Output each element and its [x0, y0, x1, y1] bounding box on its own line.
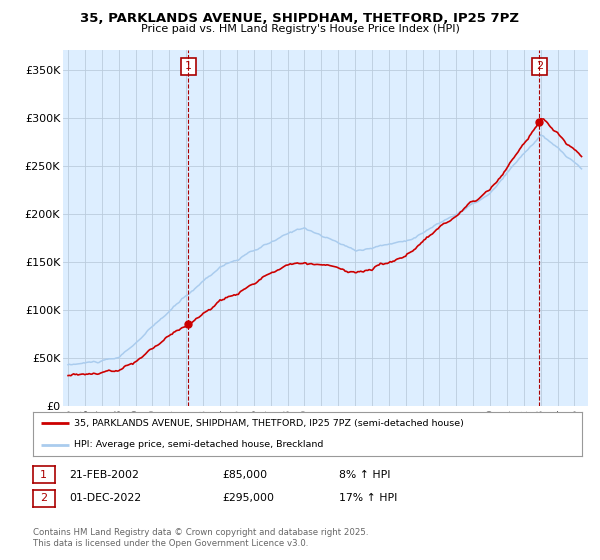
- Text: 35, PARKLANDS AVENUE, SHIPDHAM, THETFORD, IP25 7PZ (semi-detached house): 35, PARKLANDS AVENUE, SHIPDHAM, THETFORD…: [74, 419, 464, 428]
- Text: 21-FEB-2002: 21-FEB-2002: [69, 470, 139, 480]
- Text: 01-DEC-2022: 01-DEC-2022: [69, 493, 141, 503]
- Text: £295,000: £295,000: [222, 493, 274, 503]
- Text: HPI: Average price, semi-detached house, Breckland: HPI: Average price, semi-detached house,…: [74, 440, 323, 449]
- Text: 2: 2: [536, 62, 543, 72]
- Text: 17% ↑ HPI: 17% ↑ HPI: [339, 493, 397, 503]
- Text: Contains HM Land Registry data © Crown copyright and database right 2025.
This d: Contains HM Land Registry data © Crown c…: [33, 528, 368, 548]
- Text: 35, PARKLANDS AVENUE, SHIPDHAM, THETFORD, IP25 7PZ: 35, PARKLANDS AVENUE, SHIPDHAM, THETFORD…: [80, 12, 520, 25]
- Text: £85,000: £85,000: [222, 470, 267, 480]
- Text: 1: 1: [185, 62, 192, 72]
- Text: 2: 2: [40, 493, 47, 503]
- Text: 1: 1: [40, 470, 47, 480]
- Text: Price paid vs. HM Land Registry's House Price Index (HPI): Price paid vs. HM Land Registry's House …: [140, 24, 460, 34]
- Text: 8% ↑ HPI: 8% ↑ HPI: [339, 470, 391, 480]
